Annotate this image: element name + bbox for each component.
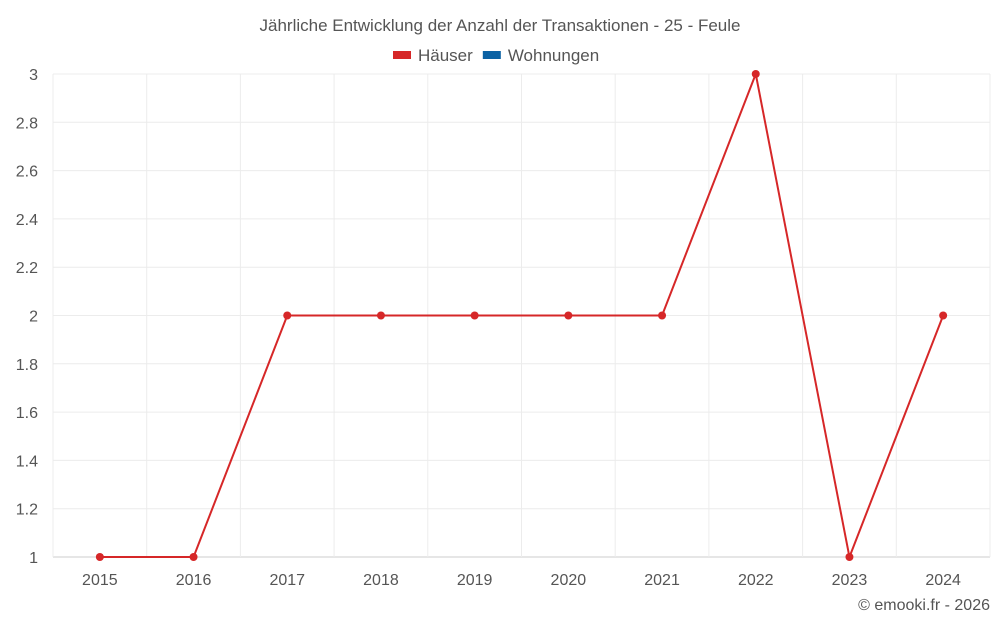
y-tick-label: 3 (29, 67, 38, 84)
copyright: © emooki.fr - 2026 (858, 597, 990, 614)
y-tick-label: 2 (29, 309, 38, 326)
axes: 1 1.2 1.4 1.6 1.8 2 2.2 2.4 2.6 2.8 3 2015 2016 2017 2… (16, 67, 961, 589)
data-point (658, 311, 667, 320)
data-point (283, 311, 292, 320)
x-tick-label: 2022 (738, 572, 774, 589)
x-tick-label: 2015 (82, 572, 118, 589)
legend-label: Häuser (418, 46, 473, 65)
y-tick-label: 1.6 (16, 405, 38, 422)
series-line-0 (99, 70, 945, 561)
x-tick-label: 2024 (925, 572, 961, 589)
y-tick-label: 1.8 (16, 357, 38, 374)
x-tick-label: 2019 (457, 572, 493, 589)
y-tick-label: 2.4 (16, 212, 38, 229)
x-tick-label: 2023 (832, 572, 868, 589)
y-tick-label: 1.4 (16, 453, 38, 470)
data-point (564, 311, 573, 320)
data-point (470, 311, 479, 320)
data-point (751, 70, 760, 78)
legend: Häuser Wohnungen (393, 46, 599, 65)
x-tick-label: 2021 (644, 572, 680, 589)
y-tick-label: 2.6 (16, 164, 38, 181)
data-point (845, 553, 854, 561)
y-tick-label: 2.8 (16, 115, 38, 132)
data-point (376, 311, 385, 320)
y-tick-label: 1.2 (16, 502, 38, 519)
legend-swatch-0 (393, 51, 411, 59)
legend-label: Wohnungen (508, 46, 599, 65)
series (95, 70, 948, 561)
data-point (189, 553, 198, 561)
x-tick-label: 2016 (176, 572, 212, 589)
x-tick-label: 2017 (269, 572, 305, 589)
y-tick-label: 2.2 (16, 260, 38, 277)
legend-swatch-1 (482, 51, 501, 59)
data-point (939, 311, 948, 320)
data-point (95, 553, 104, 561)
x-tick-label: 2020 (551, 572, 587, 589)
y-tick-label: 1 (29, 550, 38, 567)
x-tick-label: 2018 (363, 572, 399, 589)
chart-title: Jährliche Entwicklung der Anzahl der Tra… (260, 16, 741, 35)
